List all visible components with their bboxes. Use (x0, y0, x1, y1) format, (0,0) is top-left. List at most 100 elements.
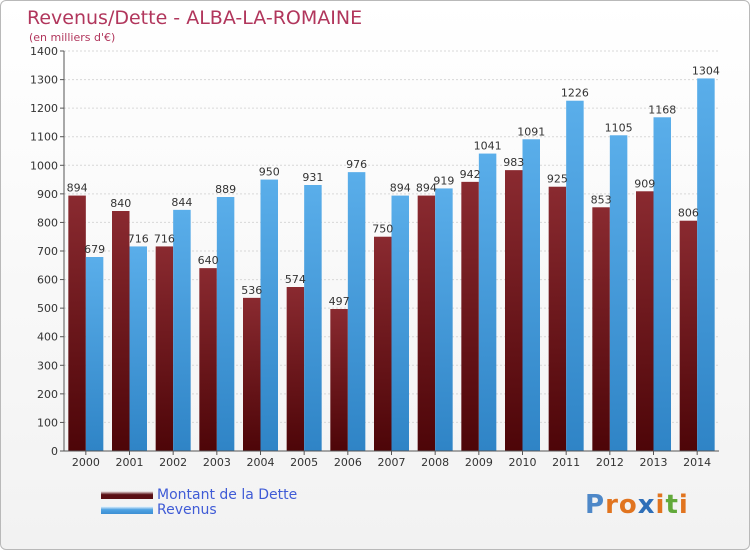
bar-revenue (566, 100, 584, 451)
logo-letter: r (605, 490, 619, 520)
legend-swatch-debt (101, 490, 153, 499)
bar-revenue (697, 78, 715, 451)
bar-debt (417, 195, 436, 451)
y-tick-label: 300 (37, 359, 58, 372)
bar-debt (155, 246, 174, 451)
data-label-debt: 853 (591, 193, 612, 206)
bar-debt (592, 207, 610, 451)
data-label-revenue: 1168 (648, 103, 676, 116)
bar-revenue (653, 117, 671, 452)
data-label-debt: 497 (329, 295, 350, 308)
chart-subtitle: (en milliers d'€) (29, 31, 116, 44)
legend-item-revenue: Revenus (101, 501, 297, 518)
data-label-revenue: 844 (171, 196, 192, 209)
data-label-revenue: 950 (259, 166, 280, 179)
data-label-debt: 983 (503, 156, 524, 169)
y-tick-label: 900 (37, 188, 58, 201)
bar-revenue (522, 139, 540, 452)
y-tick-label: 100 (37, 416, 58, 429)
x-tick-label: 2010 (509, 456, 537, 469)
data-label-debt: 716 (154, 232, 175, 245)
bar-revenue (435, 188, 453, 451)
x-tick-label: 2001 (116, 456, 144, 469)
x-tick-label: 2013 (640, 456, 668, 469)
data-label-debt: 640 (198, 254, 219, 267)
data-label-debt: 840 (110, 197, 131, 210)
logo-letter: o (618, 490, 638, 520)
y-tick-label: 400 (37, 331, 58, 344)
y-tick-label: 0 (51, 445, 58, 458)
bar-debt (679, 220, 698, 451)
bar-revenue (129, 246, 147, 451)
x-tick-label: 2003 (203, 456, 231, 469)
proxiti-logo: Proxiti (585, 490, 689, 520)
y-tick-label: 1000 (30, 159, 58, 172)
x-tick-label: 2012 (596, 456, 624, 469)
y-tick-label: 1200 (30, 102, 58, 115)
data-label-revenue: 894 (390, 182, 411, 195)
data-label-revenue: 1041 (474, 140, 502, 153)
logo-letter: P (585, 490, 606, 520)
bar-revenue (173, 209, 191, 451)
bar-revenue (260, 179, 278, 452)
data-label-debt: 942 (460, 168, 481, 181)
data-label-revenue: 679 (84, 243, 105, 256)
x-tick-label: 2011 (552, 456, 580, 469)
data-label-debt: 750 (372, 223, 393, 236)
bar-debt (112, 211, 130, 451)
data-label-debt: 894 (67, 182, 88, 195)
y-tick-label: 1100 (30, 131, 58, 144)
data-label-revenue: 1304 (692, 64, 720, 77)
bar-revenue (391, 195, 409, 451)
x-tick-label: 2002 (159, 456, 187, 469)
y-tick-label: 200 (37, 388, 58, 401)
bar-debt (505, 170, 523, 451)
x-tick-label: 2004 (247, 456, 275, 469)
data-label-debt: 894 (416, 182, 437, 195)
bar-debt (374, 236, 392, 451)
data-label-revenue: 931 (302, 171, 323, 184)
logo-letter: t (665, 490, 679, 520)
bar-debt (461, 181, 479, 451)
chart-title: Revenus/Dette - ALBA-LA-ROMAINE (27, 7, 363, 29)
bar-revenue (304, 185, 322, 451)
y-tick-label: 800 (37, 216, 58, 229)
data-label-revenue: 976 (346, 158, 367, 171)
y-tick-label: 1300 (30, 74, 58, 87)
bar-revenue (347, 172, 366, 451)
legend-item-debt: Montant de la Dette (101, 487, 297, 503)
legend-swatch-revenue (101, 505, 153, 514)
bar-debt (68, 195, 86, 451)
x-tick-label: 2006 (334, 456, 362, 469)
bar-revenue (85, 257, 104, 451)
data-label-debt: 574 (285, 273, 306, 286)
logo-letter: i (678, 490, 689, 520)
legend-label-revenue: Revenus (157, 501, 217, 518)
data-label-revenue: 889 (215, 183, 236, 196)
x-tick-label: 2014 (683, 456, 711, 469)
bar-revenue (478, 153, 497, 452)
bar-debt (199, 268, 217, 451)
data-label-revenue: 716 (128, 232, 149, 245)
bar-debt (636, 191, 654, 452)
y-tick-label: 700 (37, 245, 58, 258)
data-label-debt: 909 (634, 177, 655, 190)
data-label-debt: 806 (678, 207, 699, 220)
data-label-revenue: 1091 (517, 125, 545, 138)
x-tick-label: 2007 (378, 456, 406, 469)
axis-layer: 0 100 200 300 400 500 600 700 800 900 1000 1100 1200… (30, 45, 719, 469)
bar-debt (548, 186, 567, 451)
bar-revenue (216, 197, 235, 451)
y-tick-label: 600 (37, 274, 58, 287)
y-tick-label: 500 (37, 302, 58, 315)
labels-layer: 894 679 840 716 716 844 640 889 536 950 574 931 497 9… (67, 64, 720, 308)
x-tick-label: 2009 (465, 456, 493, 469)
data-label-revenue: 1105 (605, 121, 633, 134)
x-tick-label: 2008 (421, 456, 449, 469)
data-label-debt: 536 (241, 284, 262, 297)
data-label-debt: 925 (547, 173, 568, 186)
y-tick-label: 1400 (30, 45, 58, 58)
bar-revenue (609, 135, 628, 452)
